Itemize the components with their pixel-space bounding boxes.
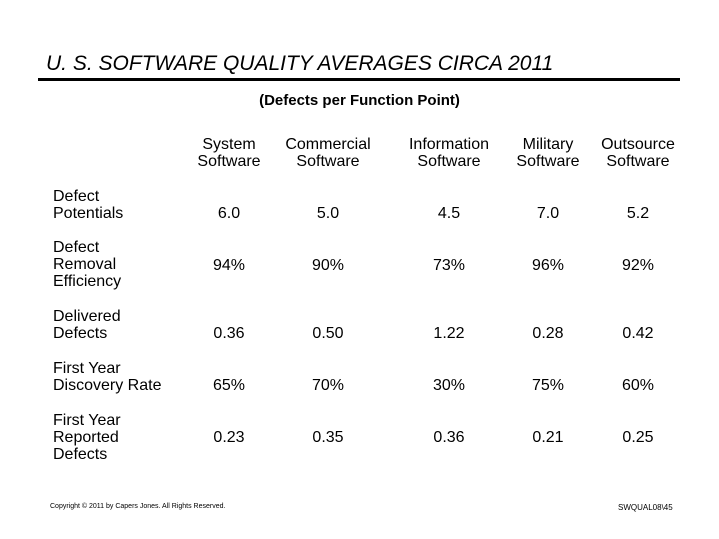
row-label-line: Reported (53, 429, 119, 446)
table-cell: 0.36 (433, 429, 465, 446)
title-rule (38, 78, 680, 81)
table-cell: 75% (531, 377, 565, 394)
column-header-outsource: Outsource Software (583, 136, 693, 170)
column-header-commercial: Commercial Software (273, 136, 383, 170)
table-cell: 1.22 (433, 325, 465, 342)
row-label-first-year-discovery-rate: First Year Discovery Rate (53, 360, 193, 394)
column-header-system: System Software (174, 136, 284, 170)
table-cell: 70% (311, 377, 345, 394)
table-cell: 92% (621, 257, 655, 274)
table-cell: 7.0 (536, 205, 560, 222)
row-label-line: Discovery Rate (53, 377, 162, 394)
table-cell: 6.0 (217, 205, 241, 222)
row-label-first-year-reported-defects: First Year Reported Defects (53, 412, 193, 463)
column-header-military: Military Software (493, 136, 603, 170)
row-label-delivered-defects: Delivered Defects (53, 308, 193, 342)
table-cell: 5.2 (626, 205, 650, 222)
column-header-line: Software (197, 153, 261, 170)
row-label-defect-potentials: Defect Potentials (53, 188, 193, 222)
table-cell: 0.50 (312, 325, 344, 342)
row-label-line: Defect (53, 239, 100, 256)
table-cell: 0.25 (622, 429, 654, 446)
table-cell: 90% (311, 257, 345, 274)
column-header-line: Software (606, 153, 670, 170)
row-label-line: Defects (53, 446, 108, 463)
table-cell: 0.28 (532, 325, 564, 342)
slide-code: SWQUAL08\45 (618, 503, 673, 512)
table-cell: 60% (621, 377, 655, 394)
table-cell: 0.36 (213, 325, 245, 342)
row-label-line: Potentials (53, 205, 124, 222)
column-header-line: System (202, 136, 256, 153)
row-label-line: Removal (53, 256, 117, 273)
table-cell: 0.42 (622, 325, 654, 342)
row-label-line: Defect (53, 188, 100, 205)
column-header-line: Software (516, 153, 580, 170)
column-header-line: Information (408, 136, 490, 153)
slide-subtitle: (Defects per Function Point) (259, 92, 460, 109)
table-cell: 0.23 (213, 429, 245, 446)
column-header-line: Military (522, 136, 574, 153)
column-header-line: Outsource (601, 136, 675, 153)
table-cell: 30% (432, 377, 466, 394)
slide-title: U. S. SOFTWARE QUALITY AVERAGES CIRCA 20… (46, 52, 554, 75)
column-header-information: Information Software (394, 136, 504, 170)
column-header-line: Commercial (285, 136, 371, 153)
table-cell: 73% (432, 257, 466, 274)
table-cell: 0.21 (532, 429, 564, 446)
table-cell: 5.0 (316, 205, 340, 222)
table-cell: 94% (212, 257, 246, 274)
column-header-line: Software (296, 153, 360, 170)
row-label-line: Efficiency (53, 273, 122, 290)
table-cell: 65% (212, 377, 246, 394)
table-cell: 96% (531, 257, 565, 274)
row-label-defect-removal-efficiency: Defect Removal Efficiency (53, 239, 193, 290)
row-label-line: First Year (53, 360, 121, 377)
table-cell: 4.5 (437, 205, 461, 222)
row-label-line: Delivered (53, 308, 121, 325)
row-label-line: First Year (53, 412, 121, 429)
table-cell: 0.35 (312, 429, 344, 446)
copyright-notice: Copyright © 2011 by Capers Jones. All Ri… (50, 503, 226, 510)
column-header-line: Software (417, 153, 481, 170)
row-label-line: Defects (53, 325, 108, 342)
